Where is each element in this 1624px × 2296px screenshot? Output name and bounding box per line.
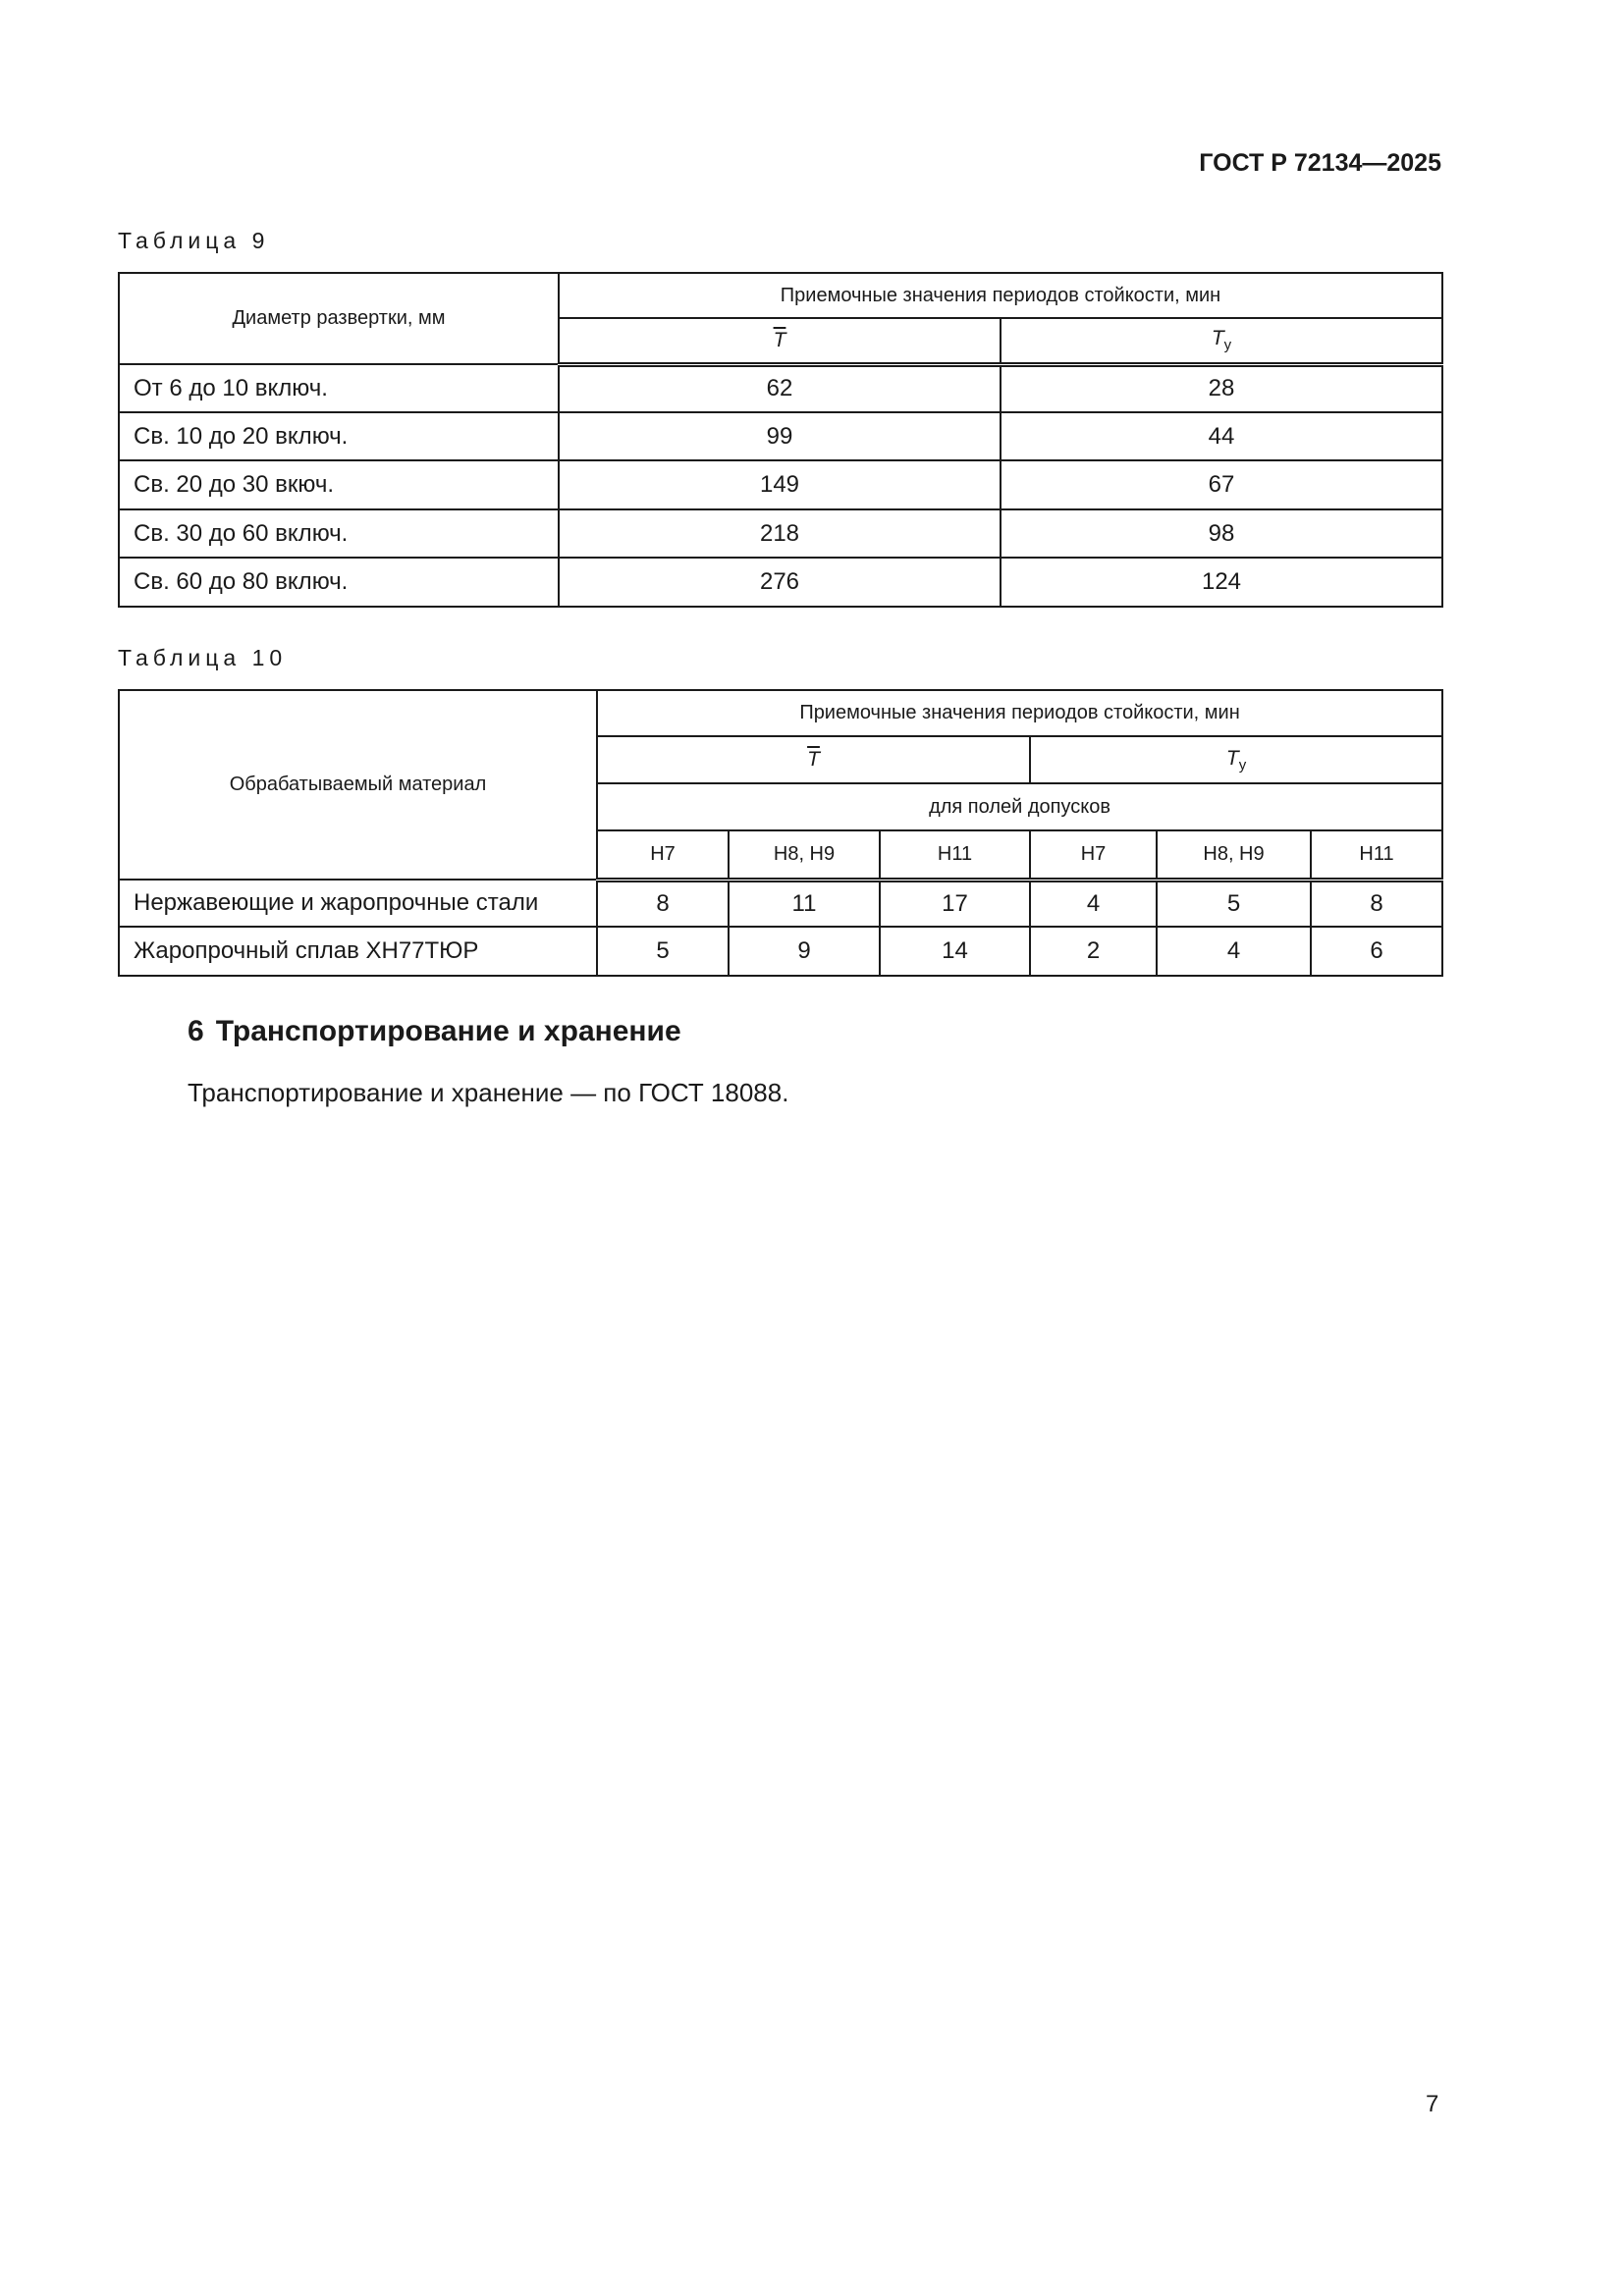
table9-caption: Таблица 9 (118, 228, 270, 253)
section-text: Транспортирование и хранение — по ГОСТ 1… (188, 1078, 789, 1107)
table-row: От 6 до 10 включ. 62 28 (118, 363, 1443, 413)
table9-t-mean-header: T (558, 317, 1001, 367)
section-heading: 6 Транспортирование и хранение (188, 1015, 681, 1048)
table9: Диаметр развертки, мм Приемочные значени… (118, 272, 1443, 608)
table-row: Св. 30 до 60 включ. 218 98 (118, 508, 1443, 559)
table-row: Св. 20 до 30 вкюч. 149 67 (118, 459, 1443, 510)
table9-t-y-header: Tу (1000, 317, 1443, 367)
tolerance-h11: H11 (1309, 829, 1444, 882)
table10: Обрабатываемый материал Приемочные значе… (118, 689, 1444, 977)
document-id: ГОСТ Р 72134—2025 (1199, 149, 1441, 177)
table10-tolerance-header: для полей допусков (595, 782, 1444, 831)
table-row: Св. 60 до 80 включ. 276 124 (118, 557, 1443, 608)
table10-col-header: Обрабатываемый материал (118, 689, 598, 881)
table9-col-header: Диаметр развертки, мм (118, 272, 560, 365)
tolerance-h7: H7 (1029, 829, 1158, 882)
tolerance-h11: H11 (879, 829, 1031, 882)
tolerance-h8-h9: H8, H9 (728, 829, 881, 882)
table10-caption: Таблица 10 (118, 645, 288, 670)
tolerance-h7: H7 (596, 829, 730, 882)
tolerance-h8-h9: H8, H9 (1156, 829, 1312, 882)
page-number: 7 (1426, 2091, 1439, 2117)
table9-group-header: Приемочные значения периодов стойкости, … (558, 272, 1443, 319)
section-number: 6 (188, 1015, 204, 1047)
table10-t-y-header: Tу (1028, 735, 1444, 784)
table-row: Св. 10 до 20 включ. 99 44 (118, 411, 1443, 461)
table10-t-mean-header: T (596, 735, 1031, 784)
table10-group-header: Приемочные значения периодов стойкости, … (595, 689, 1444, 737)
section-title: Транспортирование и хранение (215, 1015, 681, 1047)
